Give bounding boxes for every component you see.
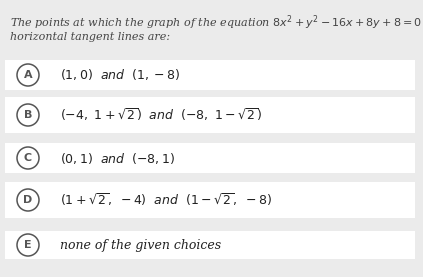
Text: none of the given choices: none of the given choices (60, 238, 221, 252)
FancyBboxPatch shape (5, 143, 415, 173)
Text: $(-4,\ 1+\sqrt{2})$  $and$  $(-8,\ 1-\sqrt{2})$: $(-4,\ 1+\sqrt{2})$ $and$ $(-8,\ 1-\sqrt… (60, 107, 262, 123)
Text: B: B (24, 110, 32, 120)
FancyBboxPatch shape (5, 97, 415, 133)
Text: E: E (24, 240, 32, 250)
FancyBboxPatch shape (5, 182, 415, 218)
Text: $(1+\sqrt{2},\ -4)$  $and$  $(1-\sqrt{2},\ -8)$: $(1+\sqrt{2},\ -4)$ $and$ $(1-\sqrt{2},\… (60, 192, 272, 208)
Text: $(0,1)$  $and$  $(-8,1)$: $(0,1)$ $and$ $(-8,1)$ (60, 150, 175, 165)
Text: D: D (23, 195, 33, 205)
Text: A: A (24, 70, 32, 80)
Text: $(1,0)$  $and$  $(1,-8)$: $(1,0)$ $and$ $(1,-8)$ (60, 68, 180, 83)
FancyBboxPatch shape (5, 60, 415, 90)
Text: C: C (24, 153, 32, 163)
Text: The points at which the graph of the equation $8x^2+y^2-16x+8y+8=0$ has: The points at which the graph of the equ… (10, 13, 423, 32)
FancyBboxPatch shape (5, 231, 415, 259)
Text: horizontal tangent lines are:: horizontal tangent lines are: (10, 32, 170, 42)
